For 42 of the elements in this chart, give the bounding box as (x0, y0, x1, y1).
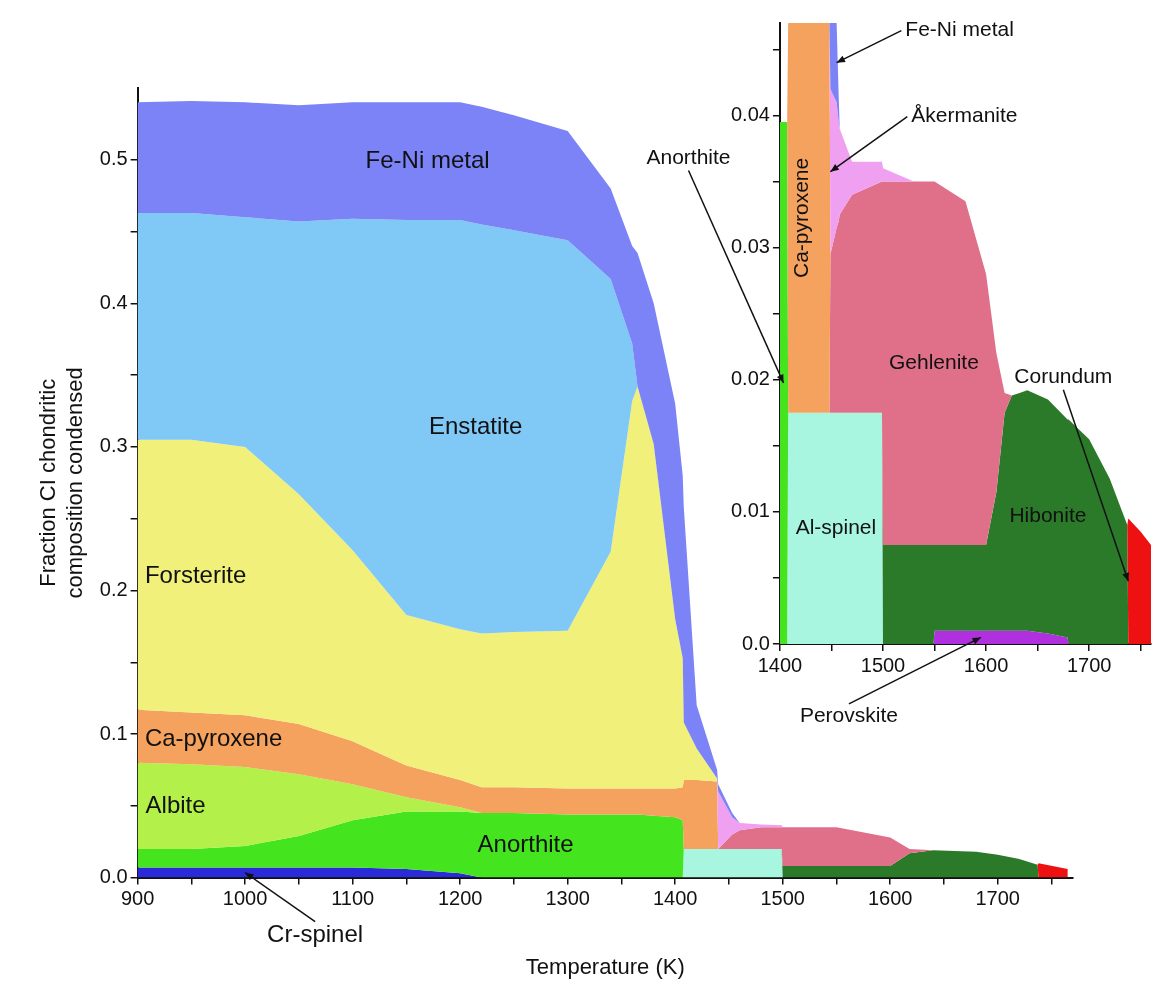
y-tick-label: 0.2 (99, 577, 128, 600)
y-tick-label: 0.1 (99, 721, 128, 744)
y-axis-title: Fraction CI chondritic composition condensed (35, 367, 87, 599)
x-tick-label: 1700 (975, 887, 1020, 910)
x-tick-label: 1500 (760, 887, 805, 910)
y-tick-label: 0.02 (730, 367, 770, 390)
x-tick-label: 1500 (860, 653, 906, 676)
series-label: Forsterite (144, 561, 247, 589)
x-tick-label: 1300 (545, 887, 590, 910)
y-tick-label: 0.0 (99, 865, 128, 888)
series-label: Al-spinel (795, 515, 877, 539)
text: Åkermanite (911, 103, 1018, 127)
series-label: Ca-pyroxene (144, 724, 283, 752)
text: Fe-Ni metal (905, 17, 1014, 41)
y-tick-label: 0.01 (730, 499, 770, 522)
series-label: Enstatite (428, 412, 523, 440)
y-tick-label: 0.3 (99, 434, 128, 457)
series-label: Ca-pyroxene (788, 157, 812, 279)
text: Perovskite (799, 703, 898, 727)
series-label: Cr-spinel (267, 920, 364, 948)
y-tick-label: 0.5 (99, 147, 128, 170)
x-tick-label: 1200 (437, 887, 483, 910)
text: Corundum (1014, 364, 1113, 388)
x-tick-label: 1000 (222, 887, 268, 910)
x-tick-label: 1100 (331, 887, 375, 910)
x-axis-title: Temperature (K) (525, 953, 685, 979)
x-tick-label: 1600 (963, 653, 1009, 676)
x-tick-label: 1400 (652, 887, 698, 910)
x-tick-label: 1600 (867, 887, 913, 910)
x-tick-label: 900 (120, 887, 155, 910)
series-label: Albite (145, 790, 206, 818)
text: Anorthite (646, 144, 731, 168)
series-label: Hibonite (1009, 503, 1087, 527)
series-label: Gehlenite (888, 350, 979, 374)
series-label: Fe-Ni metal (365, 145, 490, 173)
series-label: Anorthite (477, 830, 574, 858)
x-tick-label: 1400 (757, 653, 803, 676)
y-tick-label: 0.0 (742, 631, 770, 654)
y-tick-label: 0.04 (730, 103, 770, 125)
y-tick-label: 0.4 (99, 290, 128, 313)
x-tick-label: 1700 (1066, 653, 1112, 676)
y-tick-label: 0.03 (730, 235, 770, 258)
